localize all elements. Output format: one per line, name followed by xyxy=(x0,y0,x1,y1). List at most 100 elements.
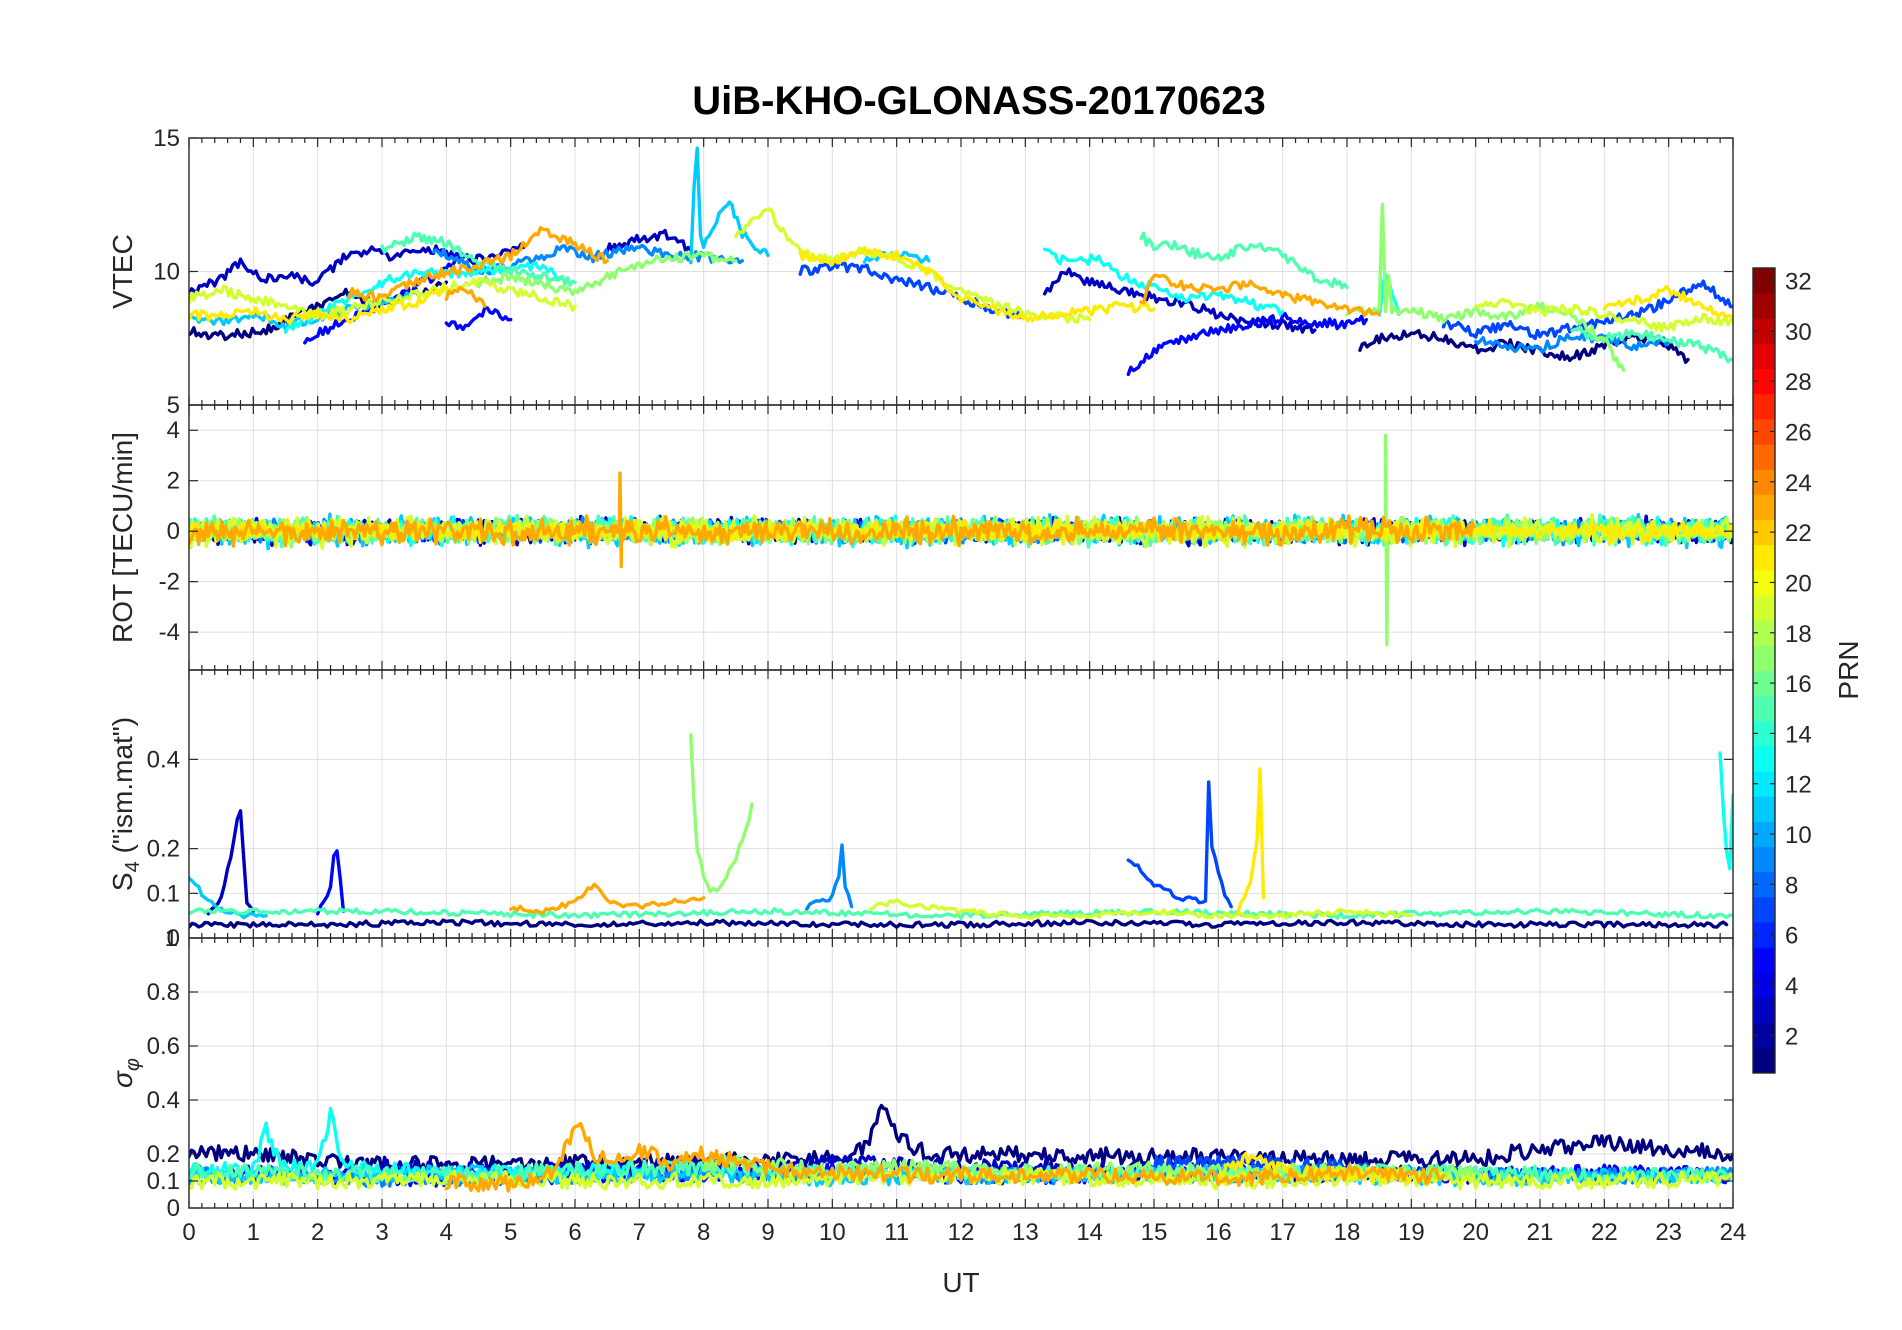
rot-line-prn-23 xyxy=(189,471,1477,569)
s4-line-prn-7 xyxy=(1126,780,1233,909)
colorbar-band xyxy=(1753,871,1775,898)
chart-title: UiB-KHO-GLONASS-20170623 xyxy=(692,79,1266,123)
ylabel-vtec: VTEC xyxy=(107,234,138,309)
ylabel-sigma-main: σ xyxy=(107,1070,138,1088)
xtick-label: 11 xyxy=(884,1219,909,1246)
ytick-label-sigma: 0.2 xyxy=(147,1141,180,1168)
colorbar-tick-label: 2 xyxy=(1785,1023,1798,1050)
x-axis-label: UT xyxy=(942,1267,979,1298)
ylabel-s4-sub: 4 xyxy=(122,861,144,872)
xtick-label: 2 xyxy=(311,1219,324,1246)
xtick-label: 14 xyxy=(1076,1219,1103,1246)
traces-sigma xyxy=(189,1103,1733,1193)
colorbar-band xyxy=(1753,1047,1775,1074)
s4-line-prn-17 xyxy=(689,733,754,894)
xtick-label: 17 xyxy=(1269,1219,1296,1246)
xtick-label: 21 xyxy=(1527,1219,1554,1246)
rot-line-prn-21 xyxy=(189,517,1733,545)
sigma-line-prn-1 xyxy=(189,1103,1733,1175)
colorbar-ticks xyxy=(1753,279,1775,1036)
colorbar-band xyxy=(1753,343,1775,370)
ytick-label-sigma: 0.6 xyxy=(147,1033,180,1060)
ytick-label-sigma: 0.4 xyxy=(147,1087,180,1114)
colorbar-band xyxy=(1753,595,1775,621)
xtick-label: 19 xyxy=(1398,1219,1425,1246)
xtick-label: 18 xyxy=(1334,1219,1361,1246)
panel-rot: -4 -2 0 2 4 ROT [TECU/min] xyxy=(107,404,1734,671)
vtec-line-prn-5 xyxy=(1126,312,1368,377)
colorbar-tick-label: 22 xyxy=(1785,520,1812,547)
s4-line-prn-5 xyxy=(316,849,346,916)
ylabel-sigma-sub: φ xyxy=(122,1058,144,1071)
ytick-label-rot: 4 xyxy=(167,417,180,444)
colorbar-tick-label: 6 xyxy=(1785,923,1798,950)
traces-rot xyxy=(189,433,1733,647)
xtick-label: 9 xyxy=(761,1219,774,1246)
vtec-line-prn-21 xyxy=(798,245,1156,323)
vtec-line-prn-23 xyxy=(348,226,609,303)
colorbar-band xyxy=(1753,469,1775,495)
colorbar-band xyxy=(1753,922,1775,948)
vtec-line-prn-15 xyxy=(380,231,577,287)
ticks-vtec xyxy=(188,137,1734,406)
colorbar-band xyxy=(1753,1022,1775,1049)
ytick-label-rot: -4 xyxy=(159,619,180,646)
colorbar-band xyxy=(1753,947,1775,973)
ytick-label-sigma: 0 xyxy=(167,1195,180,1222)
colorbar-band xyxy=(1753,569,1775,596)
ytick-label-s4: 0.4 xyxy=(147,746,180,773)
colorbar-tick-label: 16 xyxy=(1785,671,1812,698)
xtick-label: 15 xyxy=(1141,1219,1168,1246)
colorbar-band xyxy=(1753,670,1775,697)
colorbar-band xyxy=(1753,268,1775,294)
ylabel-s4-rest: ("ism.mat") xyxy=(107,717,138,861)
colorbar-tick-label: 12 xyxy=(1785,772,1812,799)
colorbar-band xyxy=(1753,745,1775,772)
xtick-label: 10 xyxy=(819,1219,846,1246)
colorbar-band xyxy=(1753,846,1775,873)
ytick-label-vtec: 15 xyxy=(153,125,180,152)
vtec-line-prn-5 xyxy=(444,305,513,332)
s4-line-prn-19 xyxy=(869,898,1413,920)
s4-line-prn-11 xyxy=(189,876,268,920)
ytick-label-s4-extra: 0 xyxy=(167,925,180,952)
colorbar-band xyxy=(1753,444,1775,470)
colorbar-tick-label: 20 xyxy=(1785,570,1812,597)
vtec-line-prn-17 xyxy=(1345,202,1626,372)
vtec-line-prn-23 xyxy=(1139,273,1381,317)
vtec-line-prn-3 xyxy=(605,228,693,253)
xtick-label: 1 xyxy=(247,1219,260,1246)
s4-line-prn-9 xyxy=(804,843,854,911)
colorbar-box xyxy=(1752,267,1776,1074)
s4-line-prn-15 xyxy=(189,907,1733,920)
sigma-line-prn-21 xyxy=(1216,1152,1413,1185)
xtick-label: 23 xyxy=(1655,1219,1682,1246)
vtec-line-prn-23 xyxy=(444,285,487,308)
colorbar-band xyxy=(1753,771,1775,797)
ylabel-rot: ROT [TECU/min] xyxy=(107,432,138,643)
colorbar-tick-label: 14 xyxy=(1785,721,1812,748)
ytick-labels-rot: -4 -2 0 2 4 xyxy=(159,417,180,646)
traces-s4 xyxy=(189,733,1733,929)
s4-line-prn-23 xyxy=(509,882,706,916)
colorbar-tick-label: 32 xyxy=(1785,269,1812,296)
colorbar-band xyxy=(1753,544,1775,571)
s4-line-prn-13 xyxy=(1718,751,1733,871)
ytick-label-s4-extra: 1 xyxy=(165,925,178,952)
colorbar-band xyxy=(1753,393,1775,420)
vtec-line-prn-9 xyxy=(1474,332,1671,354)
ytick-label-rot: 0 xyxy=(167,518,180,545)
colorbar-band xyxy=(1753,368,1775,395)
colorbar-band xyxy=(1753,519,1775,546)
colorbar-band xyxy=(1753,997,1775,1024)
colorbar-band xyxy=(1753,896,1775,923)
ytick-label-s4: 0.1 xyxy=(147,880,180,907)
ytick-label-sigma: 0.1 xyxy=(147,1168,180,1195)
vtec-line-prn-15 xyxy=(1139,231,1349,290)
ticks-s4 xyxy=(188,670,1734,938)
ylabel-s4-main: S xyxy=(107,872,138,891)
ytick-label-sigma: 0.8 xyxy=(147,979,180,1006)
colorbar-band xyxy=(1753,821,1775,848)
ytick-label-rot: 2 xyxy=(167,468,180,495)
